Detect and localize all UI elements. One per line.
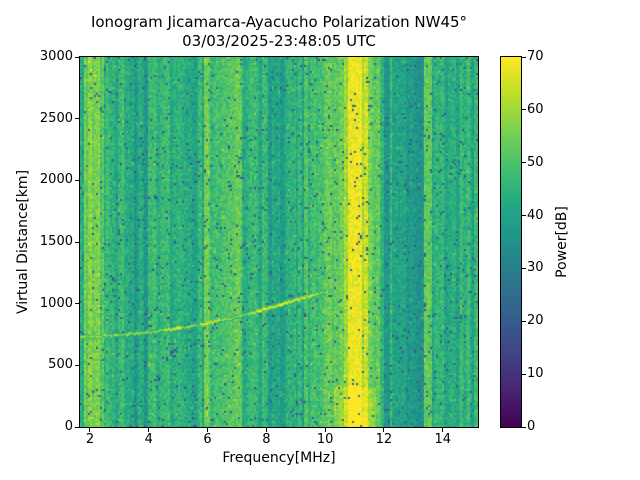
colorbar-tick-mark (522, 320, 526, 322)
x-tick-label: 10 (316, 432, 334, 447)
chart-title-line1: Ionogram Jicamarca-Ayacucho Polarization… (90, 13, 468, 31)
y-tick-label: 1000 (39, 295, 73, 311)
colorbar-tick-mark (522, 215, 526, 217)
y-tick-label: 0 (64, 419, 73, 434)
y-tick-mark (75, 426, 79, 428)
chart-title-line2: 03/03/2025-23:48:05 UTC (182, 32, 376, 50)
y-tick-label: 2500 (39, 110, 73, 126)
colorbar-tick-label: 50 (527, 154, 544, 170)
colorbar-tick-mark (522, 426, 526, 428)
colorbar-label: Power[dB] (554, 206, 570, 278)
y-tick-mark (75, 179, 79, 181)
y-tick-label: 3000 (39, 49, 73, 64)
colorbar-tick-label: 70 (527, 49, 544, 64)
y-tick-label: 1500 (39, 234, 73, 249)
colorbar-tick-label: 40 (527, 207, 544, 223)
x-tick-mark (442, 428, 444, 432)
colorbar-tick-mark (522, 162, 526, 164)
colorbar-tick-mark (522, 56, 526, 58)
x-tick-label: 4 (144, 432, 153, 447)
colorbar-tick-label: 30 (527, 260, 544, 276)
colorbar-tick-label: 10 (527, 366, 544, 382)
y-tick-mark (75, 56, 79, 58)
x-tick-label: 2 (85, 432, 95, 447)
x-tick-mark (265, 428, 267, 432)
y-tick-mark (75, 118, 79, 120)
x-tick-label: 8 (262, 432, 271, 447)
y-tick-label: 500 (48, 357, 73, 373)
colorbar (500, 56, 522, 428)
colorbar-tick-mark (522, 373, 526, 375)
y-tick-mark (75, 364, 79, 366)
colorbar-tick-label: 20 (527, 313, 544, 329)
x-tick-mark (207, 428, 209, 432)
x-tick-mark (89, 428, 91, 432)
x-tick-label: 12 (375, 432, 393, 447)
x-axis-label: Frequency[MHz] (222, 450, 336, 466)
colorbar-tick-label: 0 (527, 419, 536, 434)
x-tick-mark (324, 428, 326, 432)
x-tick-mark (383, 428, 385, 432)
y-tick-label: 2000 (39, 172, 73, 188)
colorbar-tick-mark (522, 109, 526, 111)
colorbar-tick-label: 60 (527, 101, 544, 117)
y-axis-label: Virtual Distance[km] (15, 169, 31, 315)
heatmap-canvas (79, 56, 479, 428)
x-tick-mark (148, 428, 150, 432)
x-tick-label: 14 (434, 432, 451, 447)
y-tick-mark (75, 241, 79, 243)
x-tick-label: 6 (203, 432, 212, 447)
y-tick-mark (75, 303, 79, 305)
colorbar-tick-mark (522, 267, 526, 269)
chart-title: Ionogram Jicamarca-Ayacucho Polarization… (80, 13, 478, 51)
